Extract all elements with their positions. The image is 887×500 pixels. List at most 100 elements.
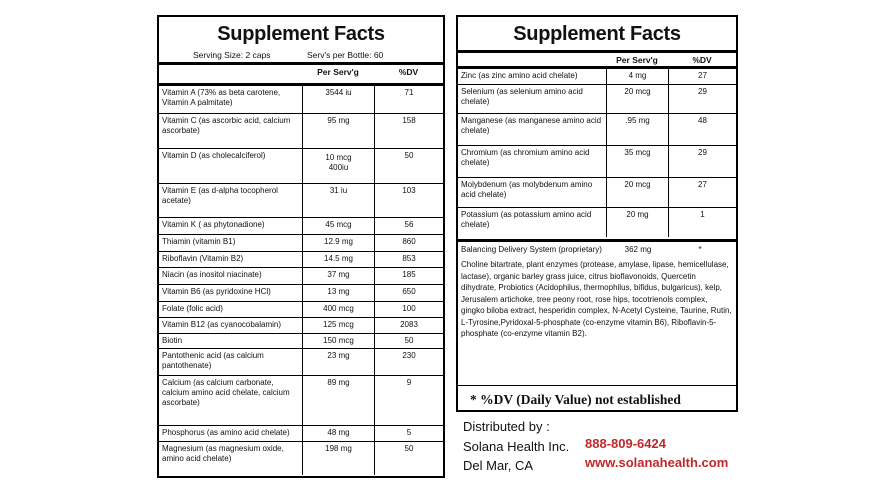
nutrient-amount: 48 mg [302,426,374,441]
nutrient-row: Vitamin D (as cholecalciferol) 10 mcg 400i… [159,148,443,183]
nutrient-name: Biotin [162,336,183,345]
nutrient-dv: 50 [374,442,443,475]
nutrient-dv: 158 [374,114,443,148]
servings-per-bottle: Serv's per Bottle: 60 [307,50,384,60]
nutrient-name: Magnesium (as magnesium oxide, amino aci… [162,444,284,463]
nutrient-name: Potassium (as potassium amino acid chela… [461,210,592,229]
nutrient-dv: 50 [374,334,443,348]
nutrient-row: Thiamin (vitamin B1) 12.9 mg 860 [159,234,443,251]
left-panel: Supplement Facts Serving Size: 2 caps Se… [157,15,445,478]
nutrient-name: Vitamin E (as d-alpha tocopherol acetate… [162,186,278,205]
website: www.solanahealth.com [585,455,729,470]
nutrient-dv: 650 [374,285,443,301]
header-blank [458,53,606,66]
nutrient-name: Chromium (as chromium amino acid chelate… [461,148,590,167]
nutrient-name: Pantothenic acid (as calcium pantothenat… [162,351,264,370]
nutrient-dv: 5 [374,426,443,441]
amount-line: 10 mcg [325,153,352,162]
right-panel: Supplement Facts Per Serv'g %DV Zinc (as z… [456,15,738,412]
nutrient-row: Vitamin A (73% as beta carotene, Vitamin… [159,83,443,113]
nutrient-row: Vitamin B6 (as pyridoxine HCl) 13 mg 650 [159,284,443,301]
header-row: Per Serv'g %DV [458,50,736,66]
header-dv: %DV [692,55,712,65]
nutrient-row: Phosphorus (as amino acid chelate) 48 mg 5 [159,425,443,441]
nutrient-amount: .95 mg [606,114,668,145]
nutrient-row: Selenium (as selenium amino acid chelate… [458,84,736,113]
nutrient-row: Vitamin B12 (as cyanocobalamin) 125 mcg 20… [159,317,443,333]
nutrient-name: Vitamin B12 (as cyanocobalamin) [162,320,282,329]
nutrient-row: Potassium (as potassium amino acid chela… [458,207,736,237]
nutrient-dv: 860 [374,235,443,251]
nutrient-dv: 29 [668,85,736,113]
nutrient-name: Thiamin (vitamin B1) [162,237,236,246]
nutrient-row: Biotin 150 mcg 50 [159,333,443,348]
panel-title: Supplement Facts [513,23,681,45]
blend-name: Balancing Delivery System (proprietary) [461,245,602,254]
amount-line: 400iu [328,163,349,172]
nutrient-row: Niacin (as inositol niacinate) 37 mg 185 [159,267,443,284]
footnote: * %DV (Daily Value) not established [458,385,736,408]
blend-section: Balancing Delivery System (proprietary) … [458,239,736,342]
nutrient-amount: 400 mcg [302,302,374,317]
nutrient-name: Vitamin K ( as phytonadione) [162,220,265,229]
nutrient-amount: 95 mg [302,114,374,148]
nutrient-name: Calcium (as calcium carbonate, calcium a… [162,378,290,407]
nutrient-name: Riboflavin (Vitamin B2) [162,254,244,263]
nutrient-amount: 20 mcg [606,178,668,207]
nutrient-dv: 29 [668,146,736,177]
nutrient-dv: 185 [374,268,443,284]
nutrient-dv: 853 [374,252,443,267]
nutrient-amount: 31 iu [302,184,374,217]
nutrient-amount: 23 mg [302,349,374,375]
nutrient-row: Molybdenum (as molybdenum amino acid che… [458,177,736,207]
nutrient-name: Molybdenum (as molybdenum amino acid che… [461,180,593,199]
nutrient-dv: 9 [374,376,443,425]
nutrient-name: Phosphorus (as amino acid chelate) [162,428,290,437]
nutrient-row: Chromium (as chromium amino acid chelate… [458,145,736,177]
distributor-label: Distributed by : [463,419,550,434]
nutrient-amount: 35 mcg [606,146,668,177]
nutrient-name: Vitamin A (73% as beta carotene, Vitamin… [162,88,281,107]
header-row: Per Serv'g %DV [159,62,443,83]
nutrient-amount: 198 mg [302,442,374,475]
nutrient-table: Per Serv'g %DV Zinc (as zinc amino acid ch… [458,50,736,237]
nutrient-row: Vitamin C (as ascorbic acid, calcium asc… [159,113,443,148]
nutrient-amount: 14.5 mg [302,252,374,267]
phone: 888-809-6424 [585,436,666,451]
nutrient-name: Zinc (as zinc amino acid chelate) [461,71,578,80]
nutrient-name: Folate (folic acid) [162,304,223,313]
header-amount: Per Serv'g [317,67,359,77]
nutrient-name: Vitamin C (as ascorbic acid, calcium asc… [162,116,291,135]
nutrient-amount: 37 mg [302,268,374,284]
panel-title: Supplement Facts [217,23,385,45]
header-dv: %DV [398,67,419,77]
nutrient-row: Manganese (as manganese amino acid chela… [458,113,736,145]
header-amount: Per Serv'g [616,55,658,65]
nutrient-amount: 20 mcg [606,85,668,113]
nutrient-name: Manganese (as manganese amino acid chela… [461,116,602,135]
nutrient-dv: 230 [374,349,443,375]
nutrient-name: Vitamin B6 (as pyridoxine HCl) [162,287,271,296]
nutrient-amount: 13 mg [302,285,374,301]
nutrient-dv: 56 [374,218,443,234]
nutrient-name: Vitamin D (as cholecalciferol) [162,151,266,160]
nutrient-dv: 48 [668,114,736,145]
nutrient-dv: 27 [668,178,736,207]
nutrient-row: Zinc (as zinc amino acid chelate) 4 mg 27 [458,66,736,84]
nutrient-amount: 12.9 mg [302,235,374,251]
nutrient-row: Riboflavin (Vitamin B2) 14.5 mg 853 [159,251,443,267]
nutrient-amount: 89 mg [302,376,374,425]
nutrient-amount: 10 mcg 400iu [302,149,374,183]
header-blank [159,65,302,83]
location: Del Mar, CA [463,458,534,473]
nutrient-row: Vitamin K ( as phytonadione) 45 mcg 56 [159,217,443,234]
nutrient-amount: 150 mcg [302,334,374,348]
nutrient-dv: 1 [668,208,736,237]
blend-amount: 362 mg [624,245,652,254]
nutrient-name: Niacin (as inositol niacinate) [162,270,262,279]
nutrient-dv: 103 [374,184,443,217]
nutrient-dv: 27 [668,69,736,84]
nutrient-amount: 20 mg [606,208,668,237]
nutrient-dv: 71 [374,86,443,113]
nutrient-dv: 50 [374,149,443,183]
